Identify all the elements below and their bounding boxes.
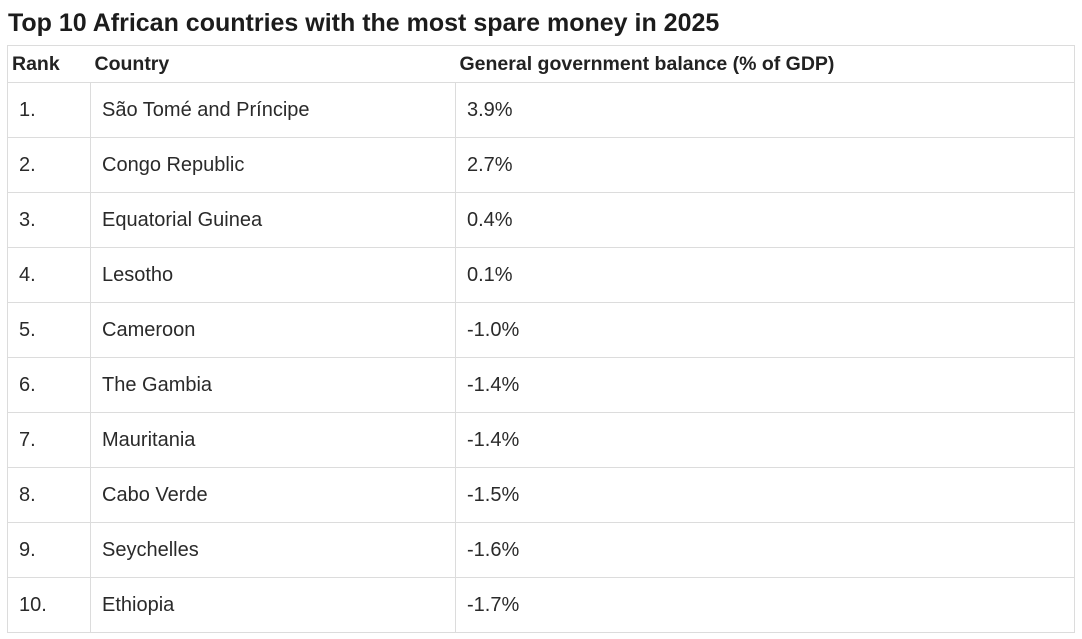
table-row: 1. São Tomé and Príncipe 3.9% <box>7 82 1075 138</box>
country-cell: Lesotho <box>90 247 456 303</box>
rank-cell: 9. <box>7 522 91 578</box>
country-cell: Seychelles <box>90 522 456 578</box>
rank-cell: 5. <box>7 302 91 358</box>
rank-cell: 4. <box>7 247 91 303</box>
table-row: 3. Equatorial Guinea 0.4% <box>7 192 1075 248</box>
country-cell: Cameroon <box>90 302 456 358</box>
balance-cell: 2.7% <box>455 137 1075 193</box>
rank-cell: 10. <box>7 577 91 633</box>
balance-cell: 3.9% <box>455 82 1075 138</box>
country-cell: Congo Republic <box>90 137 456 193</box>
rank-cell: 7. <box>7 412 91 468</box>
balance-cell: -1.5% <box>455 467 1075 523</box>
table-header-row: Rank Country General government balance … <box>7 45 1075 83</box>
country-cell: São Tomé and Príncipe <box>90 82 456 138</box>
column-header-rank: Rank <box>7 45 91 83</box>
country-cell: Cabo Verde <box>90 467 456 523</box>
column-header-country: Country <box>90 45 456 83</box>
rank-cell: 8. <box>7 467 91 523</box>
table-row: 6. The Gambia -1.4% <box>7 357 1075 413</box>
balance-cell: 0.1% <box>455 247 1075 303</box>
table-row: 8. Cabo Verde -1.5% <box>7 467 1075 523</box>
balance-cell: -1.4% <box>455 412 1075 468</box>
country-cell: The Gambia <box>90 357 456 413</box>
rank-cell: 6. <box>7 357 91 413</box>
page-title: Top 10 African countries with the most s… <box>8 9 720 37</box>
country-cell: Ethiopia <box>90 577 456 633</box>
balance-cell: 0.4% <box>455 192 1075 248</box>
table-row: 7. Mauritania -1.4% <box>7 412 1075 468</box>
table-row: 4. Lesotho 0.1% <box>7 247 1075 303</box>
balance-cell: -1.6% <box>455 522 1075 578</box>
table-row: 9. Seychelles -1.6% <box>7 522 1075 578</box>
table-row: 2. Congo Republic 2.7% <box>7 137 1075 193</box>
ranking-table: Rank Country General government balance … <box>7 45 1075 633</box>
balance-cell: -1.4% <box>455 357 1075 413</box>
country-cell: Equatorial Guinea <box>90 192 456 248</box>
balance-cell: -1.0% <box>455 302 1075 358</box>
rank-cell: 1. <box>7 82 91 138</box>
column-header-balance: General government balance (% of GDP) <box>455 45 1075 83</box>
table-row: 5. Cameroon -1.0% <box>7 302 1075 358</box>
table-row: 10. Ethiopia -1.7% <box>7 577 1075 633</box>
rank-cell: 2. <box>7 137 91 193</box>
country-cell: Mauritania <box>90 412 456 468</box>
rank-cell: 3. <box>7 192 91 248</box>
balance-cell: -1.7% <box>455 577 1075 633</box>
